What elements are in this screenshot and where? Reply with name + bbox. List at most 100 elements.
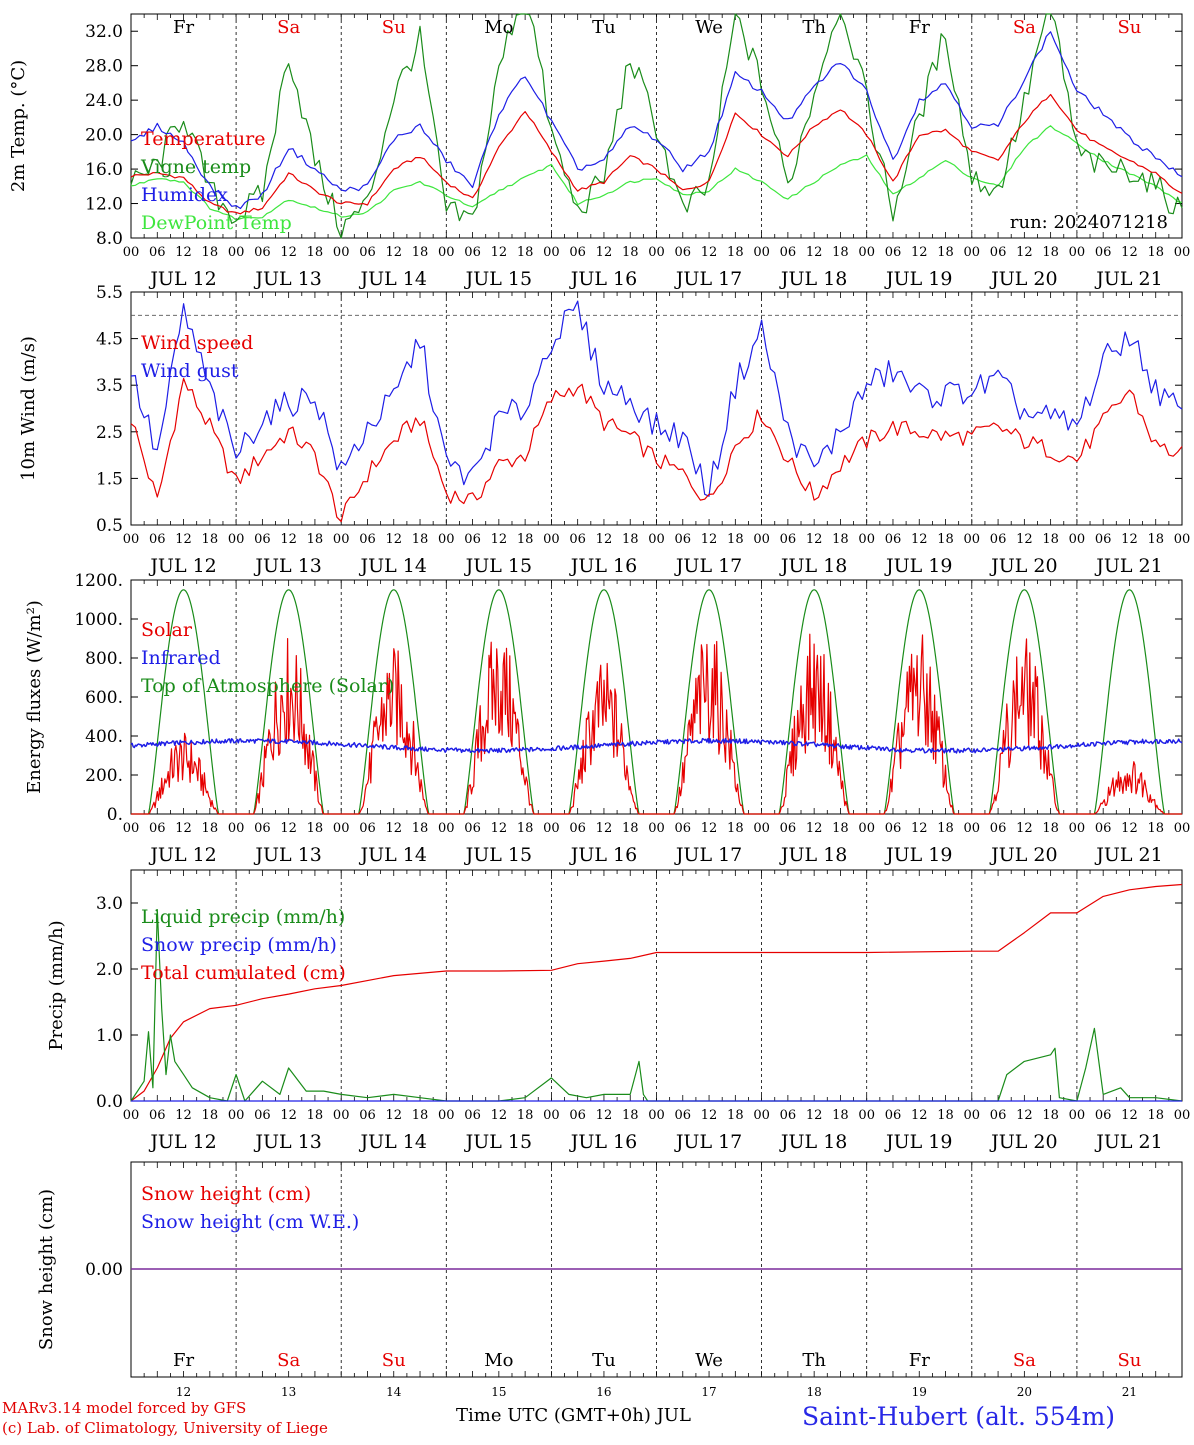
date-label: JUL 16 xyxy=(569,844,637,866)
date-label: JUL 17 xyxy=(674,268,742,290)
hour-tick-label: 18 xyxy=(1147,821,1164,836)
date-label: JUL 16 xyxy=(569,268,637,290)
hour-tick-label: 12 xyxy=(701,245,718,260)
hour-tick-label: 06 xyxy=(569,532,586,547)
hour-tick-label: 06 xyxy=(464,821,481,836)
hour-tick-label: 18 xyxy=(1147,1108,1164,1123)
hour-tick-label: 06 xyxy=(464,532,481,547)
hour-tick-label: 06 xyxy=(990,245,1007,260)
hour-tick-label: 00 xyxy=(1174,245,1191,260)
y-tick-label: 28.0 xyxy=(85,57,123,77)
hour-tick-label: 06 xyxy=(990,821,1007,836)
hour-tick-label: 06 xyxy=(780,1108,797,1123)
legend-entry: DewPoint Temp xyxy=(141,212,292,234)
date-label: JUL 18 xyxy=(779,1131,847,1153)
series-dewpoint-temp xyxy=(130,125,1183,221)
hour-tick-label: 06 xyxy=(1095,245,1112,260)
hour-tick-label: 06 xyxy=(569,245,586,260)
date-label: JUL 19 xyxy=(884,844,952,866)
legend-entry: Temperature xyxy=(141,128,265,150)
date-label: JUL 18 xyxy=(779,268,847,290)
hour-tick-label: 12 xyxy=(280,245,297,260)
y-tick-label: 2.0 xyxy=(96,960,123,980)
hour-tick-label: 12 xyxy=(175,1108,192,1123)
series-solar xyxy=(131,633,1182,815)
hour-tick-label: 00 xyxy=(228,245,245,260)
date-label: JUL 14 xyxy=(359,1131,427,1153)
date-label: JUL 19 xyxy=(884,268,952,290)
y-tick-label: 3.0 xyxy=(96,894,123,914)
hour-tick-label: 18 xyxy=(727,532,744,547)
hour-tick-label: 00 xyxy=(543,1108,560,1123)
day-number-label: 14 xyxy=(386,1385,402,1399)
hour-tick-label: 00 xyxy=(1069,821,1086,836)
date-label: JUL 21 xyxy=(1094,555,1162,577)
date-label: JUL 13 xyxy=(253,844,321,866)
weekday-label: Th xyxy=(802,1350,826,1371)
panel-frame-1 xyxy=(130,13,1183,239)
weekday-label: Sa xyxy=(1013,17,1036,38)
time-axis-title: Time UTC (GMT+0h) JUL xyxy=(456,1405,691,1426)
date-label: JUL 17 xyxy=(674,555,742,577)
hour-tick-label: 18 xyxy=(1147,245,1164,260)
weekday-label: Tu xyxy=(592,1350,616,1371)
date-label: JUL 12 xyxy=(148,844,216,866)
series-total-cumulated-cm- xyxy=(130,883,1183,1102)
y-tick-label: 2.5 xyxy=(96,423,123,443)
hour-tick-label: 00 xyxy=(753,1108,770,1123)
hour-tick-label: 00 xyxy=(1069,532,1086,547)
date-label: JUL 12 xyxy=(148,268,216,290)
hour-tick-label: 06 xyxy=(885,1108,902,1123)
hour-tick-label: 06 xyxy=(149,532,166,547)
hour-tick-label: 18 xyxy=(727,821,744,836)
hour-tick-label: 18 xyxy=(202,245,219,260)
day-number-label: 15 xyxy=(491,1385,506,1399)
hour-tick-label: 18 xyxy=(1042,821,1059,836)
hour-tick-label: 06 xyxy=(254,821,271,836)
hour-tick-label: 06 xyxy=(675,1108,692,1123)
hour-tick-label: 18 xyxy=(622,245,639,260)
y-axis-label: Snow height (cm) xyxy=(36,1189,57,1350)
date-label: JUL 13 xyxy=(253,268,321,290)
series-vigne-temp xyxy=(130,13,1183,239)
date-label: JUL 15 xyxy=(464,844,532,866)
hour-tick-label: 12 xyxy=(385,821,402,836)
weekday-label: Tu xyxy=(592,17,616,38)
series-wind-gust xyxy=(130,300,1183,497)
hour-tick-label: 06 xyxy=(780,532,797,547)
day-number-label: 12 xyxy=(176,1385,191,1399)
y-axis-label: 2m Temp. (°C) xyxy=(8,60,29,192)
hour-tick-label: 12 xyxy=(911,532,928,547)
weekday-label: Sa xyxy=(1013,1350,1036,1371)
hour-tick-label: 12 xyxy=(280,1108,297,1123)
hour-tick-label: 12 xyxy=(491,245,508,260)
y-axis-label: Precip (mm/h) xyxy=(46,920,67,1050)
hour-tick-label: 12 xyxy=(280,532,297,547)
y-tick-label: 5.5 xyxy=(96,283,123,303)
series-liquid-precip-mm-h- xyxy=(130,908,1183,1102)
hour-tick-label: 06 xyxy=(885,245,902,260)
hour-tick-label: 18 xyxy=(202,821,219,836)
hour-tick-label: 06 xyxy=(149,821,166,836)
legend-entry: Vigne temp xyxy=(140,156,251,178)
legend-entry: Wind speed xyxy=(141,332,253,354)
date-label: JUL 15 xyxy=(464,1131,532,1153)
hour-tick-label: 00 xyxy=(648,1108,665,1123)
hour-tick-label: 06 xyxy=(990,532,1007,547)
y-tick-label: 20.0 xyxy=(85,126,123,146)
date-label: JUL 19 xyxy=(884,1131,952,1153)
day-number-label: 20 xyxy=(1017,1385,1032,1399)
day-number-label: 19 xyxy=(912,1385,927,1399)
hour-tick-label: 00 xyxy=(1174,821,1191,836)
y-tick-label: 16.0 xyxy=(85,160,123,180)
weekday-label: Sa xyxy=(277,1350,300,1371)
hour-tick-label: 18 xyxy=(1147,532,1164,547)
hour-tick-label: 00 xyxy=(753,532,770,547)
date-label: JUL 15 xyxy=(464,555,532,577)
date-label: JUL 16 xyxy=(569,1131,637,1153)
hour-tick-label: 06 xyxy=(780,245,797,260)
y-tick-label: 1.0 xyxy=(96,1026,123,1046)
hour-tick-label: 00 xyxy=(1174,532,1191,547)
date-label: JUL 14 xyxy=(359,555,427,577)
